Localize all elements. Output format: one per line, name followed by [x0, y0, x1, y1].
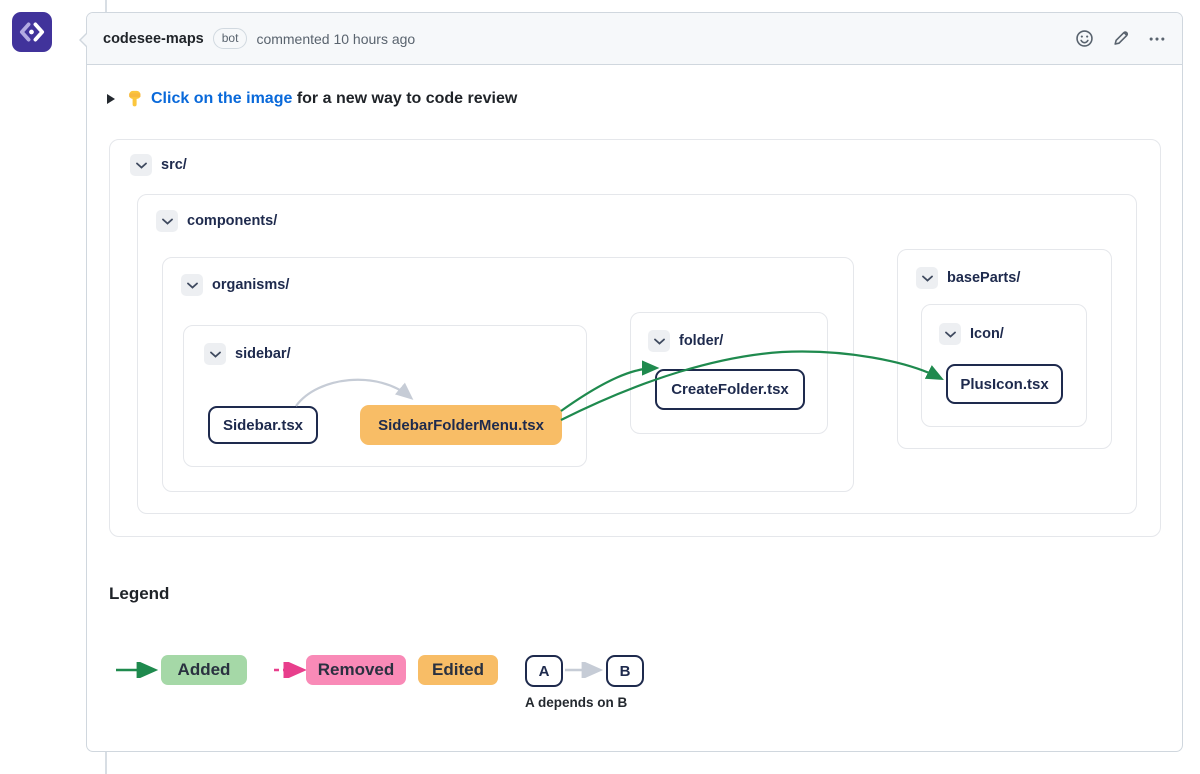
folder-label-icon: Icon/: [939, 323, 1004, 345]
folder-label-src: src/: [130, 154, 187, 176]
reaction-button[interactable]: [1076, 30, 1093, 47]
folder-label-folder: folder/: [648, 330, 723, 352]
details-summary[interactable]: Click on the image for a new way to code…: [107, 89, 517, 108]
added-badge: Added: [161, 655, 247, 685]
node-plusicon-tsx: PlusIcon.tsx: [946, 364, 1063, 404]
chevron-down-icon: [156, 210, 178, 232]
comment-timestamp[interactable]: commented 10 hours ago: [256, 30, 416, 47]
node-createfolder-tsx: CreateFolder.tsx: [655, 369, 805, 410]
more-options-button[interactable]: [1148, 30, 1166, 47]
smiley-icon: [1076, 30, 1093, 47]
chevron-down-icon: [181, 274, 203, 296]
codesee-logo-icon: [19, 22, 45, 42]
folder-label-components: components/: [156, 210, 277, 232]
collapse-triangle-icon[interactable]: [107, 93, 115, 104]
comment-body: Click on the image for a new way to code…: [87, 65, 1182, 751]
legend-node-a: A: [525, 655, 563, 687]
summary-text: for a new way to code review: [292, 89, 518, 107]
added-arrow-icon: [116, 662, 159, 678]
removed-badge: Removed: [306, 655, 406, 685]
chevron-down-icon: [130, 154, 152, 176]
depends-arrow-icon: [565, 662, 604, 678]
folder-label-sidebar: sidebar/: [204, 343, 291, 365]
node-sidebarfoldermenu-tsx: SidebarFolderMenu.tsx: [360, 405, 562, 445]
point-down-emoji: [129, 90, 141, 107]
edit-button[interactable]: [1112, 30, 1129, 47]
avatar[interactable]: [12, 12, 52, 52]
chevron-down-icon: [916, 267, 938, 289]
chevron-down-icon: [939, 323, 961, 345]
comment-header: codesee-maps bot commented 10 hours ago: [79, 13, 1182, 65]
image-link[interactable]: Click on the image: [151, 89, 293, 107]
removed-arrow-icon: [274, 662, 307, 678]
node-sidebar-tsx: Sidebar.tsx: [208, 406, 318, 444]
folder-label-baseparts: baseParts/: [916, 267, 1020, 289]
legend-title: Legend: [109, 584, 170, 603]
legend-node-b: B: [606, 655, 644, 687]
bot-badge: bot: [212, 28, 248, 49]
author-link[interactable]: codesee-maps: [103, 30, 204, 47]
edited-badge: Edited: [418, 655, 498, 685]
folder-label-organisms: organisms/: [181, 274, 289, 296]
chevron-down-icon: [648, 330, 670, 352]
depends-caption: A depends on B: [525, 695, 628, 710]
pencil-icon: [1114, 31, 1128, 45]
chevron-down-icon: [204, 343, 226, 365]
codesee-map[interactable]: src/ components/ organisms/ sidebar/ fol…: [109, 139, 1161, 537]
comment-card: codesee-maps bot commented 10 hours ago: [79, 12, 1183, 752]
kebab-icon: [1149, 37, 1165, 41]
